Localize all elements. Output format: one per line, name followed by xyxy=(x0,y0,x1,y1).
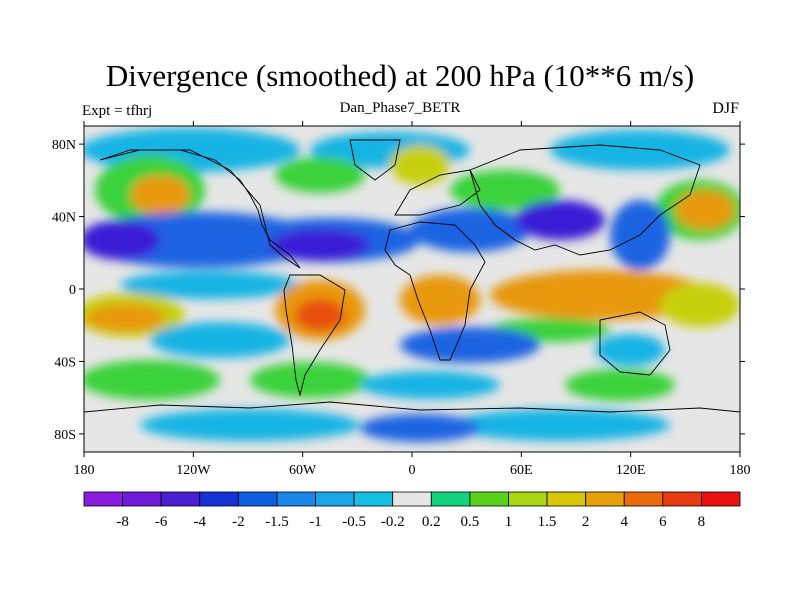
colorbar-swatch xyxy=(122,491,162,507)
colorbar-label: 8 xyxy=(698,514,706,530)
colorbar-label: -4 xyxy=(194,514,207,530)
lon-tick-label: 60W xyxy=(289,463,317,478)
colorbar-swatch xyxy=(237,491,278,507)
colorbar-label: 1.5 xyxy=(538,514,557,530)
lon-tick-label: 180 xyxy=(74,463,95,478)
colorbar-label: -1.5 xyxy=(265,514,289,530)
run-name-label: Dan_Phase7_BETR xyxy=(339,100,461,116)
colorbar-swatch xyxy=(83,491,123,507)
lat-tick-label: 40S xyxy=(54,355,76,370)
europe-outline xyxy=(394,169,481,216)
colorbar-label: -0.2 xyxy=(381,514,405,530)
greenland-outline xyxy=(349,139,401,181)
colorbar-label: 0.5 xyxy=(461,514,480,530)
plot-title: Divergence (smoothed) at 200 hPa (10**6 … xyxy=(105,58,695,93)
colorbar-swatch xyxy=(508,491,548,507)
lon-tick-label: 60E xyxy=(510,463,533,478)
colorbar-swatch xyxy=(353,491,394,507)
lon-tick-label: 120E xyxy=(616,463,646,478)
australia-outline xyxy=(599,311,671,376)
colorbar-label: 6 xyxy=(659,514,667,530)
colorbar-swatch xyxy=(199,491,239,507)
colorbar-label: 1 xyxy=(505,514,513,530)
colorbar-swatch xyxy=(623,491,664,507)
lat-tick-label: 80S xyxy=(54,428,76,443)
colorbar: -8 -6 -4 -2 -1.5 -1 -0.5 -0.2 0.2 0.5 1 1.5 2 4 6 8 xyxy=(83,491,741,530)
colorbar-label: -1 xyxy=(309,514,322,530)
coastlines xyxy=(84,139,740,413)
lon-tick-label: 0 xyxy=(409,463,416,478)
lon-tick-label: 120W xyxy=(176,463,211,478)
colorbar-swatch xyxy=(546,491,587,507)
map-axes: 80N 40N 0 40S 80S 180 120W 60W 0 60E 120E 180 xyxy=(52,121,751,478)
antarctica-outline xyxy=(84,401,740,413)
lat-tick-label: 40N xyxy=(52,211,76,226)
divergence-field xyxy=(84,126,740,452)
colorbar-swatch xyxy=(315,491,355,507)
colorbar-swatch xyxy=(160,491,201,507)
south-america-outline xyxy=(283,274,346,397)
lat-tick-label: 80N xyxy=(52,138,76,153)
colorbar-swatch xyxy=(392,491,432,507)
africa-outline xyxy=(384,221,486,361)
lat-tick-label: 0 xyxy=(69,283,76,298)
colorbar-swatch xyxy=(662,491,702,507)
season-label: DJF xyxy=(712,100,739,117)
colorbar-label: -2 xyxy=(232,514,245,530)
colorbar-label: 2 xyxy=(582,514,590,530)
colorbar-swatch xyxy=(701,491,741,507)
colorbar-label: 0.2 xyxy=(422,514,441,530)
experiment-label: Expt = tfhrj xyxy=(82,103,153,119)
asia-outline xyxy=(469,144,701,256)
colorbar-swatch xyxy=(469,491,509,507)
colorbar-swatch xyxy=(430,491,471,507)
colorbar-label: 4 xyxy=(620,514,628,530)
colorbar-label: -8 xyxy=(116,514,129,530)
colorbar-swatch xyxy=(585,491,625,507)
north-america-outline xyxy=(99,149,301,269)
colorbar-swatch xyxy=(276,491,316,507)
colorbar-label: -0.5 xyxy=(342,514,366,530)
colorbar-label: -6 xyxy=(155,514,168,530)
lon-tick-label: 180 xyxy=(730,463,751,478)
